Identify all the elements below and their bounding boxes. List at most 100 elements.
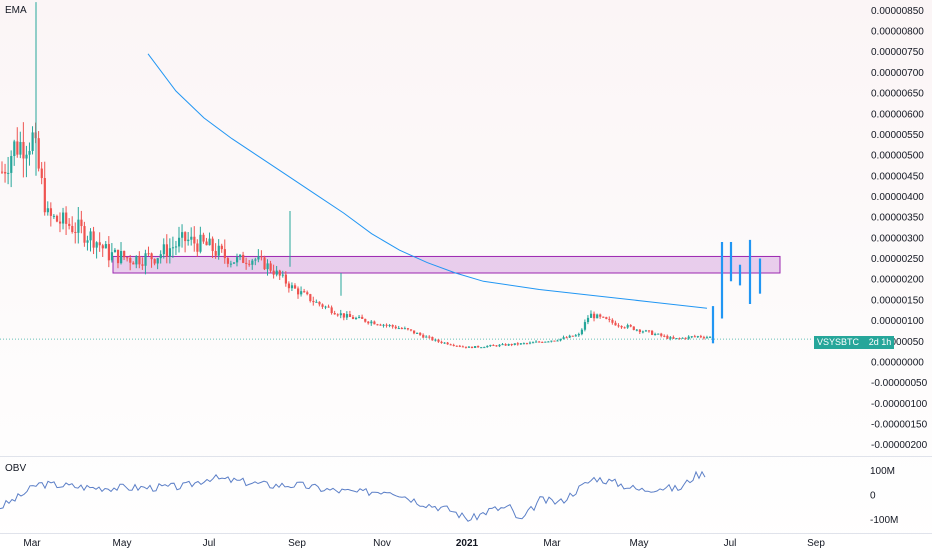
candle-body: [483, 347, 486, 349]
candle-body: [321, 304, 324, 307]
candle-body: [599, 314, 602, 317]
candle-body: [333, 313, 336, 315]
candle-body: [596, 314, 599, 319]
candle-body: [25, 154, 28, 159]
candle-body: [379, 324, 382, 326]
candle-body: [513, 343, 516, 345]
candle-body: [705, 337, 709, 339]
candle-body: [547, 341, 550, 343]
candle-body: [7, 172, 10, 174]
candle-body: [336, 314, 339, 316]
candle-body: [528, 342, 532, 344]
y-tick-label: 0.00000150: [871, 295, 924, 306]
y-tick-label: 0.00000600: [871, 109, 924, 120]
candle-body: [654, 333, 657, 335]
candle-body: [425, 336, 428, 338]
candle-body: [467, 346, 471, 348]
candle-body: [248, 263, 251, 265]
candle-body: [107, 244, 111, 261]
candle-body: [138, 256, 141, 265]
candle-body: [516, 343, 519, 345]
y-tick-label: -0.00000200: [871, 440, 928, 451]
candle-body: [412, 330, 416, 334]
candle-body: [217, 245, 220, 256]
candle-body: [458, 345, 461, 347]
candle-body: [699, 336, 703, 338]
candle-body: [235, 257, 239, 263]
candle-body: [397, 328, 400, 330]
candle-body: [629, 325, 632, 327]
candle-body: [495, 345, 498, 347]
candle-body: [43, 178, 46, 213]
candle-body: [13, 141, 16, 157]
candle-body: [507, 344, 510, 346]
candle-body: [22, 141, 25, 159]
ema-indicator-label[interactable]: EMA: [5, 5, 27, 16]
candle-body: [644, 330, 648, 332]
candle-body: [455, 345, 458, 347]
candle-body: [611, 319, 614, 323]
candle-body: [477, 346, 480, 348]
candle-body: [190, 236, 193, 240]
candle-body: [693, 336, 696, 338]
candle-body: [480, 347, 483, 349]
candle-body: [565, 337, 568, 339]
candle-body: [400, 328, 403, 330]
candle-body: [498, 344, 501, 347]
candle-body: [196, 243, 199, 252]
candle-body: [391, 325, 394, 327]
y-tick-label: 0.00000500: [871, 151, 924, 162]
candle-body: [361, 316, 364, 319]
candle-body: [593, 313, 596, 319]
candle-body: [394, 326, 397, 329]
candle-body: [525, 343, 529, 345]
candle-body: [559, 338, 562, 341]
candle-body: [156, 258, 159, 264]
candle-body: [257, 256, 260, 260]
candle-body: [290, 285, 294, 289]
candle-body: [297, 288, 300, 295]
candle-body: [486, 345, 489, 348]
candle-body: [74, 231, 77, 233]
obv-indicator-label[interactable]: OBV: [5, 463, 27, 474]
candle-body: [150, 253, 153, 260]
candle-body: [83, 226, 86, 243]
candle-body: [58, 221, 62, 224]
candle-body: [474, 346, 477, 348]
candle-body: [269, 263, 272, 271]
candle-body: [120, 251, 123, 264]
candle-body: [571, 335, 574, 337]
candle-body: [98, 242, 101, 246]
x-tick-label: May: [630, 538, 649, 549]
x-tick-label: Jul: [724, 538, 737, 549]
y-tick-label: 0.00000750: [871, 47, 924, 58]
candle-body: [113, 249, 117, 253]
candle-body: [199, 234, 202, 252]
candle-body: [675, 338, 678, 340]
candle-body: [687, 336, 690, 339]
x-tick-label: Nov: [373, 538, 391, 549]
candle-body: [541, 341, 544, 343]
candle-body: [406, 328, 410, 330]
candle-body: [4, 171, 7, 174]
countdown-tag: 2d 1h: [866, 336, 894, 349]
candle-body: [104, 244, 107, 249]
candle-body: [31, 132, 34, 151]
candle-body: [409, 329, 413, 331]
y-tick-label: -0.00000150: [871, 419, 928, 430]
candle-body: [641, 331, 645, 333]
candle-body: [92, 231, 95, 248]
x-tick-label: Mar: [543, 538, 561, 549]
candle-body: [339, 313, 342, 316]
candle-body: [550, 340, 553, 342]
candle-body: [141, 264, 144, 266]
candle-body: [428, 336, 431, 338]
candle-body: [666, 335, 669, 339]
candle-body: [62, 212, 65, 224]
candle-body: [464, 346, 468, 348]
candle-body: [345, 314, 349, 318]
y-tick-label: 0.00000350: [871, 213, 924, 224]
candle-body: [660, 333, 663, 336]
candle-body: [110, 252, 114, 261]
